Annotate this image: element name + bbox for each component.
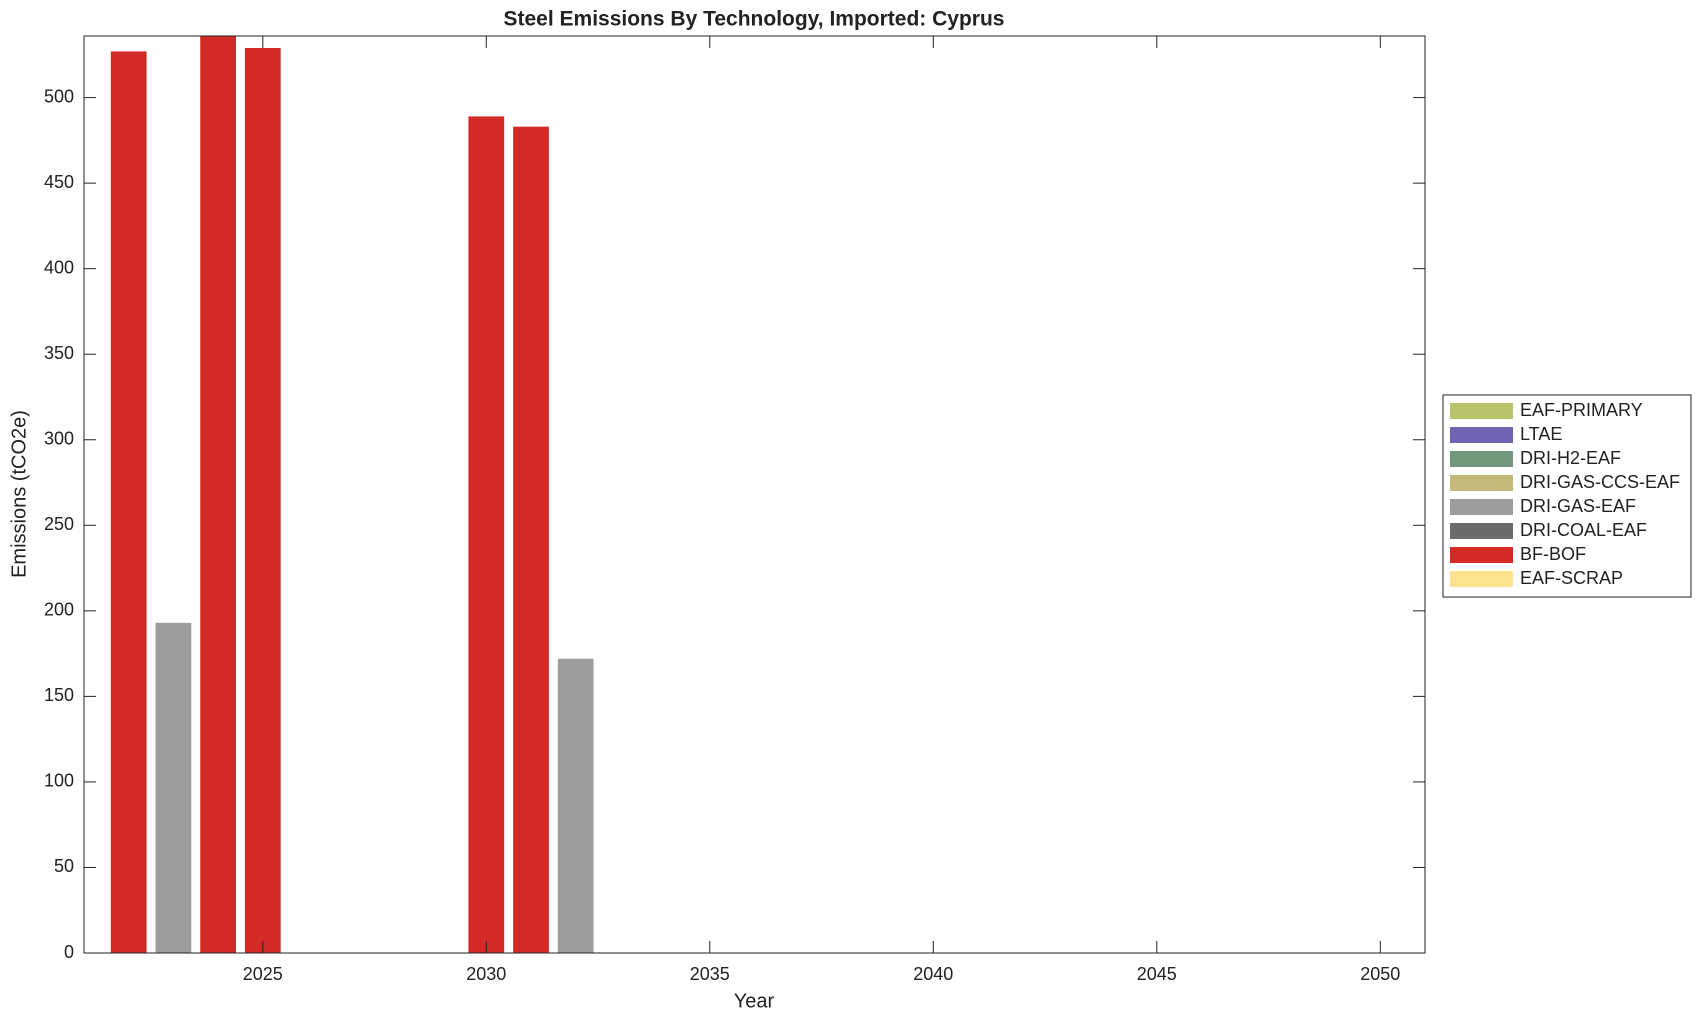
y-tick-label: 150 [44,685,74,705]
bar [200,36,236,953]
y-tick-label: 450 [44,172,74,192]
legend-label: LTAE [1520,424,1562,444]
plot-frame [83,35,1426,954]
x-axis-label: Year [734,990,775,1012]
legend-label: DRI-COAL-EAF [1520,520,1647,540]
legend-swatch [1450,427,1513,443]
x-tick-label: 2045 [1137,964,1177,984]
y-tick-label: 200 [44,600,74,620]
legend-label: EAF-SCRAP [1520,568,1623,588]
y-tick-label: 50 [54,856,74,876]
bar [468,116,505,954]
y-tick-label: 250 [44,514,74,534]
legend-label: EAF-PRIMARY [1520,400,1643,420]
bar [557,658,594,953]
y-tick-label: 400 [44,257,74,277]
y-axis-label: Emissions (tCO2e) [8,410,30,578]
x-tick-label: 2035 [690,964,730,984]
x-tick-label: 2040 [913,964,953,984]
chart-title: Steel Emissions By Technology, Imported:… [504,8,1005,31]
legend-swatch [1450,571,1513,587]
y-tick-label: 300 [44,429,74,449]
legend-swatch [1450,523,1513,539]
legend-swatch [1450,451,1513,467]
bar [155,622,192,953]
legend-label: BF-BOF [1520,544,1586,564]
legend-label: DRI-GAS-EAF [1520,496,1636,516]
x-tick-label: 2025 [243,964,283,984]
y-tick-label: 100 [44,771,74,791]
legend-swatch [1450,475,1513,491]
legend-swatch [1450,403,1513,419]
bar [513,126,549,953]
y-tick-label: 0 [64,942,74,962]
legend-swatch [1450,499,1513,515]
bar [244,47,281,953]
x-tick-label: 2030 [466,964,506,984]
y-tick-label: 350 [44,343,74,363]
legend-box [1442,394,1692,598]
legend-swatch [1450,547,1513,563]
x-tick-label: 2050 [1360,964,1400,984]
y-tick-label: 500 [44,86,74,106]
legend-label: DRI-H2-EAF [1520,448,1621,468]
legend-label: DRI-GAS-CCS-EAF [1520,472,1680,492]
bar [110,51,147,953]
